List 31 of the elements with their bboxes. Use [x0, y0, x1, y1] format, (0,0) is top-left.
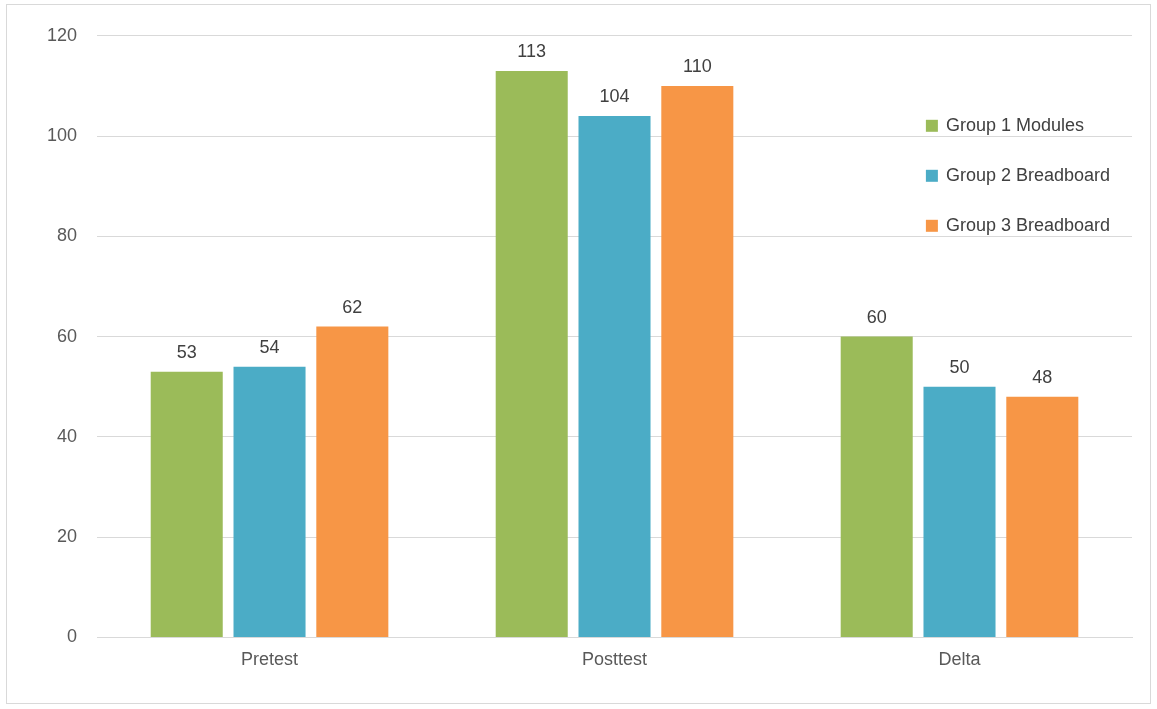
bar: [661, 85, 734, 637]
data-label: 60: [866, 306, 887, 327]
data-label: 54: [259, 336, 280, 357]
y-tick-label: 80: [57, 225, 78, 246]
data-label: 53: [176, 341, 197, 362]
y-tick-label: 40: [57, 425, 78, 446]
bar: [840, 336, 913, 637]
data-label: 113: [517, 40, 547, 61]
legend-label: Group 3 Breadboard: [945, 214, 1110, 235]
data-label: 48: [1032, 366, 1053, 387]
data-label: 62: [342, 296, 363, 317]
bar: [923, 386, 996, 637]
data-label: 50: [949, 356, 970, 377]
bar: [150, 371, 223, 637]
bar: [316, 326, 389, 637]
bar: [578, 116, 651, 637]
x-tick-label: Posttest: [582, 649, 648, 670]
x-tick-label: Delta: [938, 649, 982, 670]
bar: [495, 70, 568, 637]
legend-label: Group 1 Modules: [945, 114, 1084, 135]
y-tick-label: 20: [57, 526, 78, 547]
y-tick-label: 120: [46, 24, 78, 45]
x-tick-label: Pretest: [241, 649, 299, 670]
y-tick-label: 0: [67, 626, 78, 647]
bar: [233, 366, 306, 637]
y-tick-label: 100: [46, 125, 78, 146]
data-label: 110: [682, 55, 712, 76]
y-tick-label: 60: [57, 325, 78, 346]
legend-label: Group 2 Breadboard: [945, 164, 1110, 185]
bar: [1006, 396, 1079, 637]
data-label: 104: [599, 85, 630, 106]
